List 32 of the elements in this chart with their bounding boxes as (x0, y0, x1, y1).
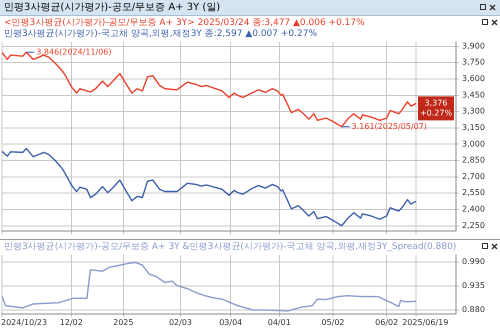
annotation: +0.27% (420, 108, 452, 118)
x-tick-label: 03/04 (219, 318, 242, 328)
x-tick-label: 06/02 (375, 318, 398, 328)
y-tick-label: 2,550 (462, 188, 485, 198)
y-tick-label: 2,700 (462, 172, 485, 181)
y-tick-label: 3,000 (462, 139, 485, 148)
y-tick-label: 0.880 (462, 305, 485, 314)
x-tick-label: 05/02 (321, 318, 345, 328)
x-tick-label: 02/03 (168, 318, 192, 328)
y-tick-label: 3,600 (462, 74, 485, 84)
y-tick-label: 2,850 (462, 156, 485, 165)
annotation: 3.846(2024/11/06) (36, 47, 112, 56)
y-tick-label: 0.935 (462, 281, 485, 290)
annotation: 3.161(2025/05/07) (352, 122, 427, 131)
y-tick-label: 2,250 (462, 220, 485, 230)
x-tick-label: 2024/10/23 (1, 318, 48, 328)
y-tick-label: 3,750 (462, 58, 485, 67)
x-tick-label: 04/01 (268, 318, 291, 328)
y-tick-label: 3,900 (462, 41, 485, 50)
text: 민평3사평균(시가평가)-공모/무보증 A+ 3Y &민평3사평균(시가평가)-국고채 양곡,외평,재정3Y_Spread(0.880) (4, 242, 456, 253)
chart-title: 민평3사평균(시가평가)-공모/무보증 A+ 3Y (일) (4, 2, 220, 13)
text: <민평3사평균(시가평가)-공모/무보증 A+ 3Y> 2025/03/24 종:3,477 ▲0.006 +0.17% (4, 18, 365, 29)
y-tick-label: 3,150 (462, 122, 485, 132)
x-tick-label: 12/02 (60, 318, 83, 328)
x-tick-label: 2025/06/19 (402, 318, 448, 328)
y-tick-label: 3,300 (462, 106, 485, 116)
y-tick-label: 2,400 (462, 204, 485, 214)
annotation: 3,376 (424, 98, 448, 108)
text: 민평3사평균(시가평가)-국고채 양곡,외평,재정3Y 종:2,597 ▲0.007 +0.27% (4, 29, 318, 40)
y-tick-label: 3,450 (462, 90, 485, 100)
x-tick-label: 2025 (113, 318, 134, 328)
y-tick-label: 0.990 (462, 257, 485, 266)
